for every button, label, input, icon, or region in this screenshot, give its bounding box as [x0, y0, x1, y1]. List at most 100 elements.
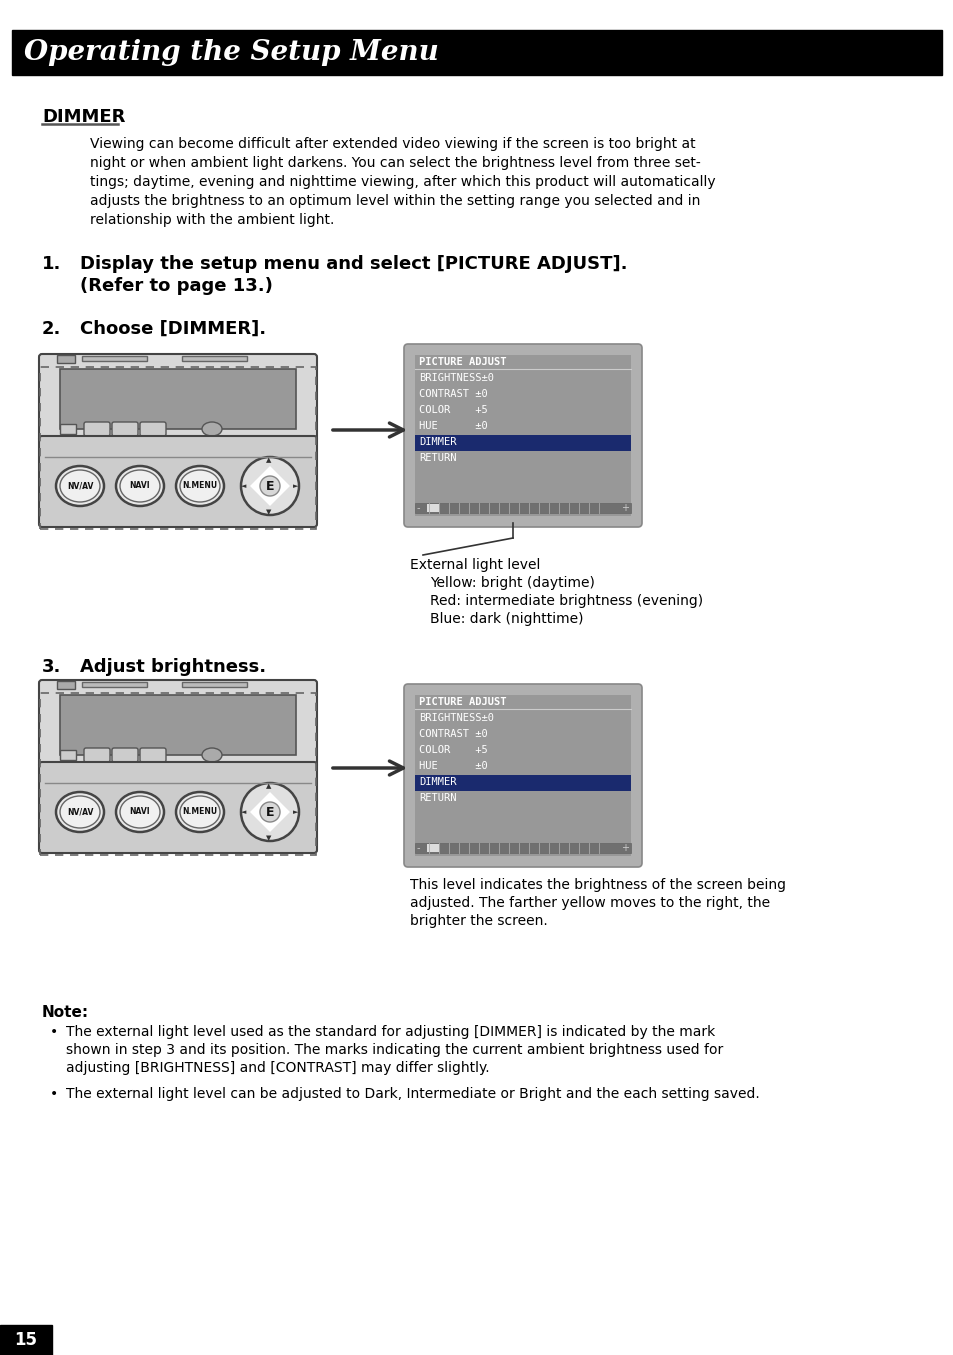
Text: N.MENU: N.MENU	[182, 481, 217, 491]
Bar	[415, 843, 630, 854]
Ellipse shape	[116, 466, 164, 505]
FancyBboxPatch shape	[140, 748, 166, 762]
Text: Viewing can become difficult after extended video viewing if the screen is too b: Viewing can become difficult after exten…	[90, 137, 695, 150]
Text: NV/AV: NV/AV	[67, 481, 93, 491]
Ellipse shape	[116, 793, 164, 832]
Text: NAVI: NAVI	[130, 481, 151, 491]
Text: +: +	[620, 843, 628, 854]
Text: DIMMER: DIMMER	[42, 108, 125, 126]
Text: ►: ►	[293, 482, 298, 489]
Ellipse shape	[180, 470, 220, 501]
Text: •: •	[50, 1024, 58, 1039]
FancyBboxPatch shape	[140, 421, 166, 436]
Text: Yellow: bright (daytime): Yellow: bright (daytime)	[430, 576, 595, 589]
Text: ▼: ▼	[266, 509, 272, 515]
Text: Display the setup menu and select [PICTURE ADJUST].: Display the setup menu and select [PICTU…	[80, 255, 627, 272]
Bar	[415, 503, 630, 514]
Bar	[0, 1325, 52, 1355]
Text: -: -	[416, 843, 420, 854]
Text: E: E	[266, 480, 274, 492]
Bar	[40, 692, 315, 855]
Text: adjusting [BRIGHTNESS] and [CONTRAST] may differ slightly.: adjusting [BRIGHTNESS] and [CONTRAST] ma…	[66, 1061, 489, 1075]
Text: shown in step 3 and its position. The marks indicating the current ambient brigh: shown in step 3 and its position. The ma…	[66, 1043, 722, 1057]
Text: adjusts the brightness to an optimum level within the setting range you selected: adjusts the brightness to an optimum lev…	[90, 194, 700, 209]
Ellipse shape	[260, 802, 280, 822]
Bar	[182, 356, 247, 360]
Ellipse shape	[260, 476, 280, 496]
Bar	[427, 844, 438, 852]
Text: ▲: ▲	[266, 457, 272, 463]
FancyBboxPatch shape	[403, 344, 641, 527]
FancyBboxPatch shape	[39, 762, 316, 854]
Text: ►: ►	[293, 809, 298, 814]
Text: RETURN: RETURN	[418, 453, 456, 463]
Text: (Refer to page 13.): (Refer to page 13.)	[80, 276, 273, 295]
Ellipse shape	[241, 457, 298, 515]
FancyBboxPatch shape	[112, 748, 138, 762]
Ellipse shape	[60, 470, 100, 501]
Text: adjusted. The farther yellow moves to the right, the: adjusted. The farther yellow moves to th…	[410, 896, 769, 911]
Bar	[57, 682, 75, 688]
Text: night or when ambient light darkens. You can select the brightness level from th: night or when ambient light darkens. You…	[90, 156, 700, 169]
Bar	[40, 367, 315, 528]
Bar	[415, 355, 630, 516]
Ellipse shape	[120, 795, 160, 828]
FancyBboxPatch shape	[84, 421, 110, 436]
Text: 1.: 1.	[42, 255, 61, 272]
Text: Operating the Setup Menu: Operating the Setup Menu	[24, 39, 438, 66]
Ellipse shape	[56, 466, 104, 505]
Text: PICTURE ADJUST: PICTURE ADJUST	[418, 696, 506, 707]
Text: E: E	[266, 805, 274, 818]
Text: ◄: ◄	[241, 482, 247, 489]
Text: HUE      ±0: HUE ±0	[418, 421, 487, 431]
Text: BRIGHTNESS±0: BRIGHTNESS±0	[418, 373, 494, 383]
Ellipse shape	[202, 748, 222, 762]
Ellipse shape	[120, 470, 160, 501]
Text: 2.: 2.	[42, 320, 61, 337]
Text: This level indicates the brightness of the screen being: This level indicates the brightness of t…	[410, 878, 785, 892]
Text: RETURN: RETURN	[418, 793, 456, 804]
Text: DIMMER: DIMMER	[418, 438, 456, 447]
Polygon shape	[250, 466, 290, 505]
Bar	[60, 695, 295, 755]
Ellipse shape	[241, 783, 298, 841]
Text: NV/AV: NV/AV	[67, 808, 93, 817]
Text: Red: intermediate brightness (evening): Red: intermediate brightness (evening)	[430, 593, 702, 608]
Ellipse shape	[202, 421, 222, 436]
Text: DIMMER: DIMMER	[418, 776, 456, 787]
Text: 3.: 3.	[42, 659, 61, 676]
FancyBboxPatch shape	[403, 684, 641, 867]
Bar	[12, 30, 941, 75]
Text: +: +	[620, 503, 628, 514]
Text: CONTRAST ±0: CONTRAST ±0	[418, 389, 487, 398]
Text: brighter the screen.: brighter the screen.	[410, 915, 547, 928]
Text: Note:: Note:	[42, 1005, 89, 1020]
Text: COLOR    +5: COLOR +5	[418, 405, 487, 415]
Text: Blue: dark (nighttime): Blue: dark (nighttime)	[430, 612, 583, 626]
Bar	[60, 369, 295, 430]
FancyBboxPatch shape	[39, 436, 316, 527]
Bar	[82, 356, 147, 360]
Text: ◄: ◄	[241, 809, 247, 814]
Text: ▼: ▼	[266, 835, 272, 841]
Bar	[60, 751, 76, 760]
Bar	[57, 355, 75, 363]
Text: HUE      ±0: HUE ±0	[418, 762, 487, 771]
Bar	[60, 424, 76, 434]
Bar	[427, 504, 438, 512]
Text: Choose [DIMMER].: Choose [DIMMER].	[80, 320, 266, 337]
Text: External light level: External light level	[410, 558, 539, 572]
Ellipse shape	[175, 466, 224, 505]
Text: CONTRAST ±0: CONTRAST ±0	[418, 729, 487, 738]
Ellipse shape	[60, 795, 100, 828]
Bar	[182, 682, 247, 687]
FancyBboxPatch shape	[112, 421, 138, 436]
Polygon shape	[250, 793, 290, 832]
Bar	[82, 682, 147, 687]
Ellipse shape	[175, 793, 224, 832]
Text: tings; daytime, evening and nighttime viewing, after which this product will aut: tings; daytime, evening and nighttime vi…	[90, 175, 715, 188]
Text: ▲: ▲	[266, 783, 272, 789]
Ellipse shape	[180, 795, 220, 828]
Text: BRIGHTNESS±0: BRIGHTNESS±0	[418, 713, 494, 724]
Text: PICTURE ADJUST: PICTURE ADJUST	[418, 356, 506, 367]
